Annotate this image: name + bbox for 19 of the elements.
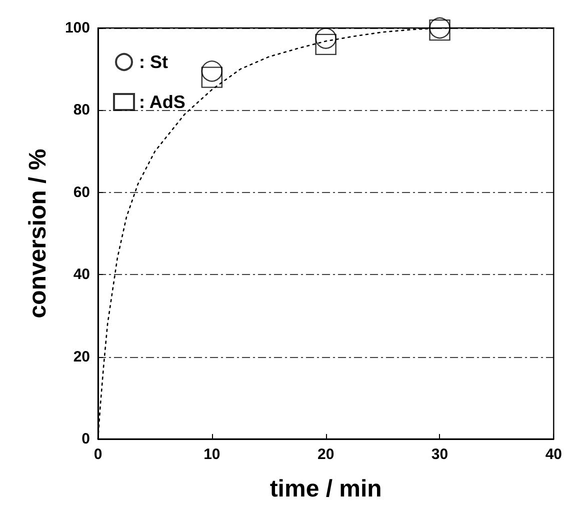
y-tick-label: 40 — [73, 266, 90, 284]
y-tick-label: 0 — [82, 430, 90, 448]
x-tick-label: 30 — [431, 446, 448, 463]
legend-label: : St — [139, 52, 168, 72]
y-tick-label: 20 — [73, 348, 90, 366]
point — [315, 28, 336, 49]
y-axis-title: conversion / % — [24, 148, 52, 318]
legend-label: : AdS — [139, 92, 186, 112]
x-axis-title: time / min — [270, 476, 382, 502]
y-tick-label: 80 — [73, 102, 90, 119]
x-tick-label: 40 — [545, 446, 562, 463]
point — [315, 34, 336, 56]
y-tick-label: 60 — [73, 184, 90, 201]
x-tick-label: 20 — [317, 446, 334, 463]
y-tick-label: 100 — [64, 20, 90, 36]
point — [201, 66, 223, 88]
point — [201, 60, 223, 82]
x-tick-label: 0 — [94, 446, 102, 463]
x-tick-label: 10 — [204, 446, 220, 463]
